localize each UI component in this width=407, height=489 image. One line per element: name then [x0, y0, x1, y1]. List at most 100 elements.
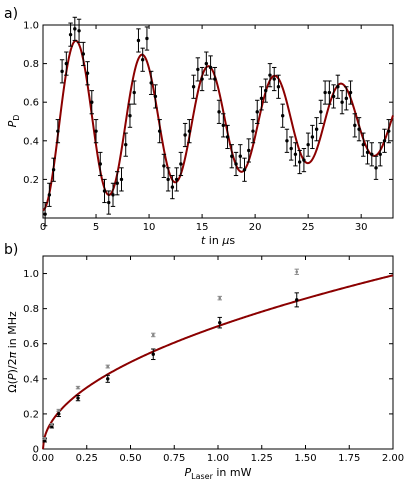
- panel-a-data-point: [179, 162, 183, 166]
- panel-a-data-point: [285, 139, 289, 143]
- panel-b-fit: [42, 274, 394, 450]
- panel-b-ytick-label: 0.8: [23, 304, 39, 315]
- panel-b-xtick-label: 0.25: [76, 453, 98, 464]
- panel-a-data-point: [323, 90, 327, 95]
- panel-a-label: a): [4, 6, 18, 22]
- panel-a-xlabel-rest: in: [205, 234, 222, 247]
- panel-a-xtick-label: 10: [143, 222, 156, 233]
- panel-a-data-point: [191, 85, 196, 89]
- panel-a-xtick-label: 5: [93, 222, 99, 233]
- panel-a-data-point: [365, 150, 370, 155]
- panel-b-ylabel-var: P: [6, 373, 19, 380]
- panel-a-data-point: [357, 127, 361, 131]
- panel-a-data-point: [276, 85, 281, 89]
- panel-a: a) 0 5 10 15 20 25 30 0.2 0.4 0.6 0.8 1.0 t in μs P…: [4, 6, 394, 247]
- panel-a-data-point: [306, 142, 310, 147]
- panel-b-ylabel-pi: π: [6, 351, 19, 358]
- panel-a-data-point: [64, 61, 69, 66]
- panel-a-data-point: [234, 162, 238, 166]
- panel-b-xtick-label: 1.00: [207, 453, 229, 464]
- panel-a-data-point: [111, 193, 115, 197]
- panel-a-data-point: [73, 27, 77, 31]
- panel-b-xtick-label: 1.50: [294, 453, 316, 464]
- panel-a-xtick-label: 20: [249, 222, 262, 233]
- panel-a-data-point: [331, 94, 336, 99]
- panel-a-data-point: [247, 148, 251, 153]
- panel-a-fit: [42, 39, 394, 212]
- panel-b-data-point: [218, 320, 222, 325]
- panel-b-secondary-point: [106, 365, 110, 368]
- panel-b-secondary-point: [218, 296, 222, 300]
- panel-a-frame: [42, 24, 394, 219]
- panel-b-secondary-point: [43, 437, 47, 440]
- panel-b-ticks: 0.00 0.25 0.50 0.75 1.00 1.25 1.50 1.75 2.00 0 0.2…: [23, 256, 404, 464]
- panel-a-data-point: [259, 96, 264, 101]
- panel-a-data-point: [344, 96, 349, 101]
- panel-a-data-point: [200, 77, 204, 81]
- panel-a-xtick-label: 15: [196, 222, 209, 233]
- panel-b-secondary-point: [295, 270, 299, 274]
- panel-a-data-point: [310, 135, 315, 139]
- panel-a-data-point: [297, 160, 302, 164]
- panel-a-xtick-label: 0: [40, 222, 46, 233]
- panel-b-data-point: [106, 377, 110, 381]
- panel-a-data-point: [280, 114, 285, 118]
- panel-a-data-point: [314, 127, 319, 131]
- panel-a-data-point: [238, 154, 242, 158]
- panel-a-data-point: [60, 69, 64, 74]
- panel-a-data-point: [336, 85, 340, 89]
- panel-a-data-point: [136, 38, 141, 43]
- panel-a-data-point: [90, 100, 94, 104]
- panel-a-xtick-label: 30: [355, 222, 368, 233]
- panel-b-ytick-label: 0.2: [23, 409, 39, 420]
- panel-b: b) 0.00 0.25 0.50 0.75 1.00 1.25 1.50 1.75 2.000…: [4, 242, 404, 481]
- panel-a-data-point: [145, 36, 149, 41]
- panel-a-data-point: [319, 110, 323, 114]
- panel-a-data-point: [85, 71, 90, 75]
- panel-b-points: [42, 268, 299, 443]
- panel-a-data-point: [213, 77, 217, 81]
- panel-a-data-point: [47, 193, 52, 197]
- panel-a-data-point: [264, 88, 268, 93]
- panel-b-xlabel-var: P: [184, 466, 191, 479]
- panel-a-ytick-label: 0.6: [23, 98, 39, 109]
- panel-a-data-point: [221, 123, 226, 128]
- panel-b-ytick-label: 0.6: [23, 339, 39, 350]
- panel-b-ylabel-post: )/2: [6, 358, 19, 373]
- panel-a-ytick-label: 0.2: [23, 175, 39, 186]
- panel-a-ylabel-var: P: [6, 120, 19, 127]
- panel-a-data-point: [183, 133, 187, 137]
- panel-b-frame: [42, 255, 394, 450]
- panel-a-data-point: [102, 189, 107, 193]
- panel-b-ylabel: Ω(P)/2π in MHz: [6, 311, 19, 393]
- panel-a-data-point: [140, 58, 145, 62]
- panel-a-xlabel-unit-prefix: μ: [221, 234, 229, 247]
- panel-a-xlabel: t in μs: [201, 234, 235, 247]
- panel-a-data-point: [302, 158, 306, 162]
- panel-a-data-point: [115, 181, 119, 185]
- panel-a-data-point: [272, 77, 276, 81]
- panel-a-xtick-label: 25: [302, 222, 315, 233]
- panel-a-data-point: [382, 139, 387, 143]
- panel-a-data-point: [77, 29, 81, 33]
- panel-a-data-point: [43, 212, 47, 216]
- panel-b-xtick-label: 1.75: [338, 453, 360, 464]
- panel-a-data-point: [361, 142, 366, 147]
- panel-a-data-point: [348, 90, 353, 95]
- panel-a-data-point: [157, 129, 162, 133]
- panel-b-data-point: [151, 352, 155, 356]
- panel-a-xlabel-unit: s: [229, 234, 235, 247]
- panel-a-data-point: [128, 114, 132, 118]
- panel-a-ylabel-sub: D: [12, 115, 21, 121]
- panel-a-data-point: [268, 73, 272, 77]
- panel-a-data-point: [132, 90, 136, 95]
- panel-a-data-point: [166, 177, 170, 182]
- panel-a-data-point: [378, 152, 382, 157]
- panel-a-data-point: [327, 90, 332, 95]
- panel-a-data-point: [107, 200, 111, 205]
- panel-a-fit-line: [42, 39, 394, 212]
- panel-a-data-point: [162, 164, 166, 168]
- panel-b-ylabel-pre: Ω(: [6, 380, 19, 393]
